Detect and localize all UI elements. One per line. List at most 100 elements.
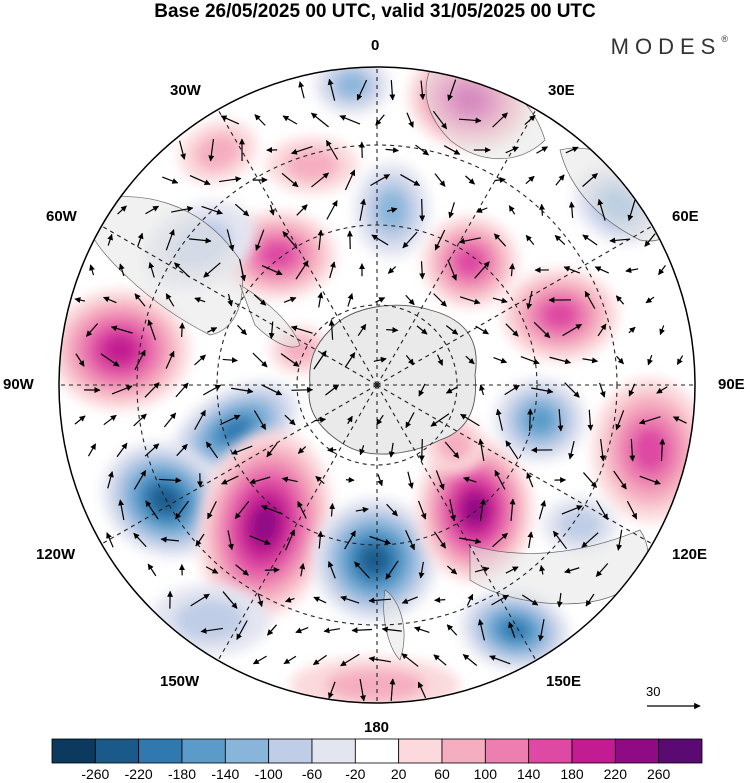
wind-arrow [615,295,625,305]
wind-arrow [531,387,554,394]
wind-arrow [237,324,247,336]
wind-arrow [269,204,275,216]
wind-arrow [317,292,324,308]
wind-arrow [504,384,520,396]
wind-arrow [505,146,519,154]
wind-arrow [538,203,545,216]
wind-arrow [613,470,627,490]
wind-arrow [194,409,206,430]
wind-arrow [297,501,307,519]
colorbar-swatch [94,738,140,764]
wind-arrow [433,293,447,307]
wind-arrow [313,596,327,604]
wind-arrow [585,593,595,607]
wind-arrow [492,112,508,128]
lon-label-180: 180 [364,719,390,736]
wind-arrow [328,681,336,699]
wind-arrow [284,414,296,426]
wind-arrow [465,175,475,185]
wind-arrow [466,593,474,606]
wind-arrow [234,500,250,520]
wind-arrow [554,234,566,246]
wind-arrow [285,529,295,551]
wind-arrow [281,476,298,483]
wind-arrow [565,146,579,154]
wind-arrow [231,387,254,394]
wind-arrow [376,414,384,426]
wind-arrow [672,416,687,424]
wind-arrow [448,202,455,219]
wind-arrow [526,472,534,488]
wind-arrow [386,327,399,334]
lon-label-0: 0 [371,37,380,54]
lon-label-30w: 30W [170,82,201,99]
wind-arrow [582,234,598,246]
wind-arrow [581,532,599,548]
wind-arrow [587,409,594,431]
wind-arrow [562,323,582,337]
wind-arrow [236,620,248,641]
wind-arrow [432,110,448,130]
wind-arrow [609,237,631,244]
wind-arrow [261,264,283,276]
wind-arrow [639,475,661,485]
lon-label-60w: 60W [46,208,77,225]
meridian-line [217,384,378,661]
wind-arrow [373,356,387,363]
wind-arrow [489,655,511,665]
wind-arrow [561,505,583,515]
anomaly-blob [102,442,228,558]
wind-arrow [162,176,179,184]
wind-arrow [521,594,539,606]
wind-arrow [645,296,655,304]
wind-arrow [290,146,313,155]
wind-arrow [525,175,535,185]
wind-arrow [417,681,427,699]
wind-arrow [526,290,533,310]
wind-arrow [388,442,395,458]
wind-arrow [189,175,211,186]
wind-arrow [340,595,360,604]
wind-arrow [437,354,443,366]
wind-arrow [527,408,534,432]
wind-arrow [116,442,128,458]
wind-arrow [298,81,305,99]
wind-arrow [371,234,389,246]
wind-arrow [296,204,308,216]
wind-arrow [443,145,461,155]
wind-arrow [195,533,205,547]
wind-arrow [552,530,568,550]
colorbar-swatch [484,738,530,764]
wind-arrow [356,79,368,101]
colorbar-label: -20 [345,766,366,782]
wind-arrow [226,229,235,252]
wind-arrow [147,563,157,577]
wind-arrow [628,383,636,397]
wind-arrow [74,415,86,425]
wind-arrow [658,264,666,276]
wind-arrow [381,626,402,633]
wind-arrow [220,115,240,125]
wind-arrow [434,229,446,251]
wind-arrow [355,506,369,513]
colorbar-label: -100 [254,766,283,782]
wind-arrow [280,353,300,367]
wind-arrow [346,415,353,425]
wind-arrow [594,266,610,274]
wind-arrow [326,200,338,220]
wind-arrow [158,477,182,484]
wind-arrow [433,654,447,666]
wind-arrow [368,656,391,663]
wind-arrow [505,440,519,460]
wind-arrow [462,654,478,666]
wind-arrow [266,624,278,636]
anomaly-blob [290,657,460,703]
colorbar-swatch [528,738,573,764]
wind-arrow [208,139,215,162]
wind-arrow [433,531,447,549]
wind-arrow [205,441,219,459]
lon-label-90e: 90E [718,376,745,393]
wind-arrow [389,678,396,702]
anomaly-blob [179,120,257,184]
wind-arrow [147,319,157,341]
